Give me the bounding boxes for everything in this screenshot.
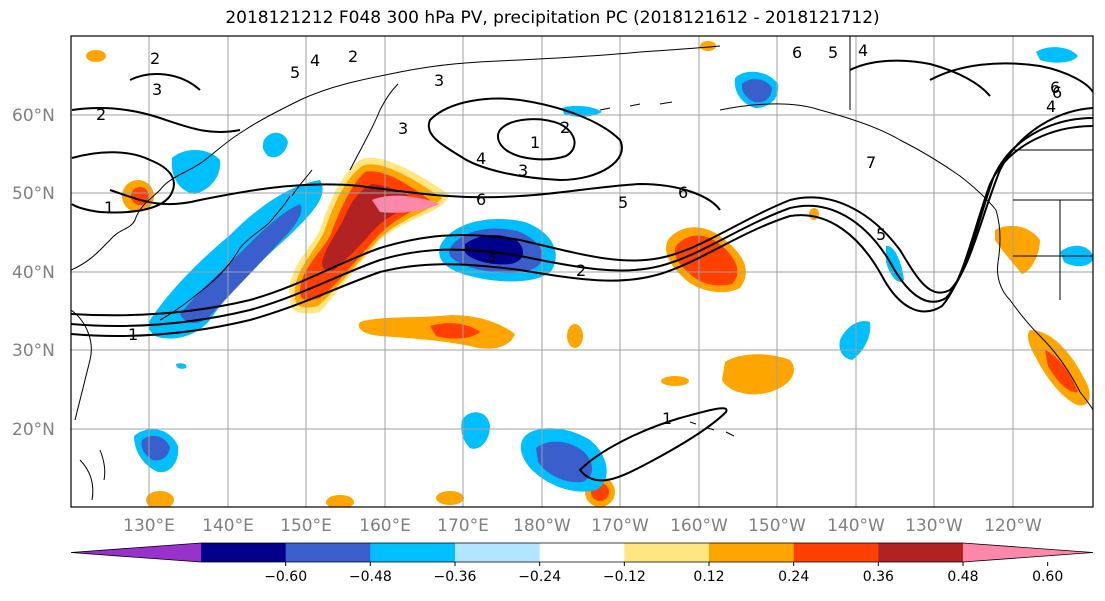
contour-label: 2 — [96, 105, 106, 124]
contour-label: 4 — [310, 51, 320, 70]
contour-label: 1 — [128, 325, 138, 344]
contour-label: 3 — [398, 119, 408, 138]
graticule — [71, 36, 1093, 507]
colorbar-tick-label: 0.36 — [863, 569, 894, 585]
lon-label: 160°W — [670, 516, 728, 536]
contour-label: 3 — [518, 161, 528, 180]
colorbar-segment — [793, 543, 879, 562]
contour-label: 7 — [866, 153, 876, 172]
colorbar-segment — [539, 543, 625, 562]
lon-label: 170°W — [591, 516, 649, 536]
contour-label: 5 — [828, 43, 838, 62]
lon-label: 140°W — [827, 516, 885, 536]
colorbar — [70, 542, 1094, 563]
contour-label: 2 — [150, 49, 160, 68]
contour-label: 1 — [104, 198, 114, 217]
colorbar-tick-label: −0.60 — [264, 569, 307, 585]
colorbar-extend-high — [963, 543, 1093, 562]
colorbar-tick-label: −0.48 — [349, 569, 392, 585]
colorbar-segment — [624, 543, 710, 562]
colorbar-tick-label: 0.48 — [947, 569, 978, 585]
colorbar-outline — [70, 542, 1094, 563]
contour-label: 6 — [1050, 78, 1060, 97]
lon-label: 130°W — [905, 516, 963, 536]
lon-label: 180°W — [513, 516, 571, 536]
contour-label: 2 — [576, 261, 586, 280]
lon-label: 130°E — [123, 516, 175, 536]
lat-label: 20°N — [12, 420, 55, 440]
contour-label: 3 — [486, 247, 496, 266]
contour-label: 6 — [476, 190, 486, 209]
coastlines — [71, 36, 1093, 501]
lon-label: 120°W — [984, 516, 1042, 536]
contour-label: 6 — [678, 183, 688, 202]
colorbar-tick-label: 0.12 — [693, 569, 724, 585]
contour-label: 5 — [290, 63, 300, 82]
colorbar-segment — [878, 543, 964, 562]
contour-label: 3 — [152, 80, 162, 99]
lat-label: 30°N — [12, 341, 55, 361]
contour-label: 6 — [1052, 83, 1062, 102]
map-title: 2018121212 F048 300 hPa PV, precipitatio… — [225, 8, 880, 28]
lon-label: 160°E — [359, 516, 411, 536]
contour-label: 4 — [1046, 97, 1056, 116]
colorbar-segment — [455, 543, 541, 562]
colorbar-segment — [709, 543, 795, 562]
lat-label: 50°N — [12, 184, 55, 204]
lat-label: 40°N — [12, 263, 55, 283]
contour-label: 5 — [876, 225, 886, 244]
colorbar-tick-label: 0.24 — [778, 569, 809, 585]
colorbar-segment — [370, 543, 456, 562]
lon-label: 170°E — [437, 516, 489, 536]
colorbar-segment — [285, 543, 371, 562]
contour-label: 4 — [476, 149, 486, 168]
longitude-labels: 130°E 140°E 150°E 160°E 170°E 180°W 170°… — [123, 516, 1042, 536]
contour-label: 6 — [792, 43, 802, 62]
lon-label: 150°W — [748, 516, 806, 536]
contour-label: 3 — [434, 71, 444, 90]
contour-label: 2 — [560, 118, 570, 137]
colorbar-ticks: −0.60 −0.48 −0.36 −0.24 −0.12 0.12 0.24 0.36 0.4… — [264, 562, 1063, 585]
colorbar-tick-label: −0.36 — [434, 569, 477, 585]
colorbar-segment — [201, 543, 287, 562]
colorbar-tick-label: −0.24 — [518, 569, 561, 585]
colorbar-tick-label: 0.60 — [1032, 569, 1063, 585]
contour-label: 4 — [858, 41, 868, 60]
contour-label: 2 — [348, 47, 358, 66]
colorbar-tick-label: −0.12 — [603, 569, 646, 585]
lon-label: 140°E — [202, 516, 254, 536]
contour-label: 1 — [530, 133, 540, 152]
pv-contour-labels: 2 3 5 4 2 3 6 5 4 6 2 1 2 3 4 3 6 7 5 6 … — [96, 41, 1062, 428]
latitude-labels: 60°N 50°N 40°N 30°N 20°N — [12, 106, 55, 440]
contour-label: 5 — [618, 193, 628, 212]
lat-label: 60°N — [12, 106, 55, 126]
contour-label: 1 — [662, 409, 672, 428]
pv-contours — [71, 59, 1093, 482]
lon-label: 150°E — [280, 516, 332, 536]
plot-frame — [70, 35, 1094, 508]
colorbar-extend-low — [71, 543, 201, 562]
